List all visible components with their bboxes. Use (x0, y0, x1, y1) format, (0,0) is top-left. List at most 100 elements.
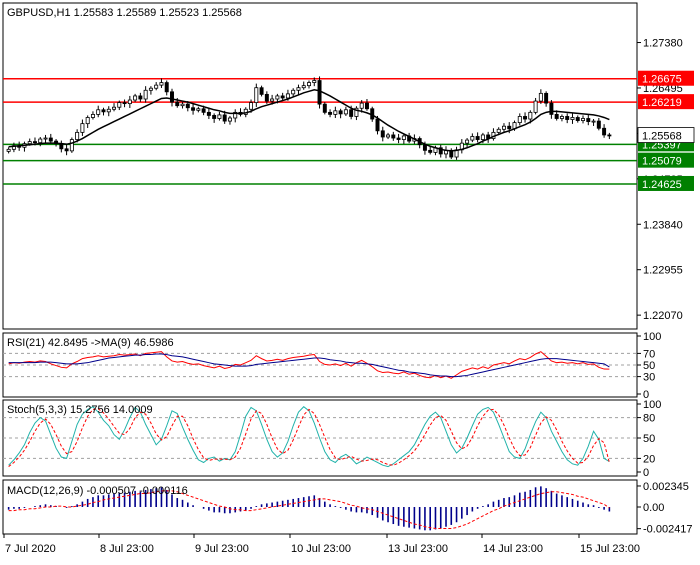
candle-body (565, 116, 570, 120)
candle-body (380, 130, 385, 138)
stoch-panel: 100 80 50 20 0 (3, 399, 661, 479)
candle-body (48, 137, 53, 142)
candle-body (386, 134, 391, 138)
time-tick-label: 15 Jul 23:00 (580, 543, 640, 555)
macd-tick-label: -0.002417 (643, 524, 693, 536)
candle-body (496, 128, 501, 133)
time-tick-label: 7 Jul 2020 (5, 543, 56, 555)
candle-body (33, 141, 37, 144)
candle-body (559, 116, 564, 119)
candle-body (170, 91, 174, 103)
candle-body (138, 95, 143, 100)
price-moving-average (8, 88, 610, 152)
candle-body (359, 102, 364, 109)
macd-tick-label: 0.00 (643, 502, 664, 514)
candle-body (354, 107, 359, 117)
candle-body (301, 85, 306, 89)
candle-body (517, 116, 522, 124)
candle-body (264, 93, 269, 102)
candle-body (438, 147, 443, 155)
candle-body (75, 131, 80, 140)
candle-body (280, 95, 285, 99)
candle-body (602, 127, 607, 136)
candle-body (333, 110, 338, 115)
candle-body (570, 117, 575, 120)
candle-body (175, 101, 180, 107)
macd-panel: 0.002345 0.00 -0.002417 (7, 481, 693, 536)
candle-body (428, 149, 433, 153)
price-tick-label: 1.27380 (643, 38, 683, 50)
candle-body (375, 118, 380, 132)
candle-body (185, 103, 190, 109)
candle-body (101, 109, 106, 113)
candle-body (106, 108, 111, 113)
candle-body (575, 117, 580, 121)
time-axis: 7 Jul 2020 8 Jul 23:00 9 Jul 23:00 10 Jul 2… (3, 534, 640, 555)
candle-body (507, 125, 512, 130)
candle-body (475, 136, 480, 140)
time-tick-label: 10 Jul 23:00 (291, 543, 351, 555)
candle-body (523, 116, 528, 120)
price-tick-label: 1.26495 (643, 83, 683, 95)
candle-body (222, 114, 227, 122)
candle-body (364, 102, 369, 110)
candle-body (122, 102, 127, 105)
candle-body (549, 102, 554, 115)
candle-body (6, 148, 11, 152)
axis-tick-label: 0 (643, 467, 649, 479)
axis-tick-label: 50 (643, 433, 655, 445)
axis-tick-label: 80 (643, 413, 655, 425)
candle-body (69, 139, 74, 152)
level-tag-label-0: 1.26675 (642, 74, 682, 86)
candle-body (586, 118, 591, 122)
candle-body (285, 93, 290, 99)
price-tick-label: 1.22070 (643, 310, 683, 322)
time-tick-label: 14 Jul 23:00 (483, 543, 543, 555)
candle-body (64, 148, 69, 152)
macd-tick-label: 0.002345 (643, 481, 689, 493)
candle-body (133, 95, 138, 101)
level-tag-3 (638, 152, 694, 168)
candle-body (396, 137, 401, 140)
axis-tick-label: 70 (643, 348, 655, 360)
candle-body (112, 106, 117, 110)
candle-body (254, 87, 259, 103)
candle-body (38, 138, 43, 144)
candle-body (143, 89, 148, 100)
candle-body (233, 111, 238, 119)
candle-body (80, 123, 85, 133)
axis-tick-label: 50 (643, 360, 655, 372)
stoch-header: Stoch(5,3,3) 15.2756 14.0009 (7, 404, 153, 416)
candle-body (349, 109, 354, 117)
candle-body (206, 111, 211, 116)
candle-body (501, 125, 506, 130)
candle-body (338, 110, 343, 115)
level-tag-label-1: 1.26219 (642, 97, 682, 109)
candle-body (554, 114, 559, 119)
candle-body (591, 120, 596, 123)
candle-body (191, 107, 196, 111)
candle-body (401, 135, 406, 140)
last-price-tag (637, 127, 695, 143)
level-tag-label-3: 1.25079 (642, 156, 682, 168)
candle-body (196, 108, 201, 111)
candle-body (127, 99, 132, 105)
candle-body (148, 87, 153, 91)
level-tag-1 (638, 94, 694, 110)
candle-body (296, 87, 301, 91)
time-tick-label: 8 Jul 23:00 (100, 543, 154, 555)
series-line-1 (8, 353, 610, 378)
level-tag-label-4: 1.24625 (642, 179, 682, 191)
candle-body (538, 92, 543, 102)
axis-tick-label: 0 (643, 389, 649, 401)
candle-body (85, 117, 90, 125)
candle-body (533, 100, 538, 113)
candle-body (201, 108, 206, 113)
series-line-0 (8, 351, 610, 379)
candle-body (117, 102, 122, 108)
candle-body (470, 136, 475, 141)
candle-body (217, 114, 222, 119)
candle-body (227, 117, 232, 122)
